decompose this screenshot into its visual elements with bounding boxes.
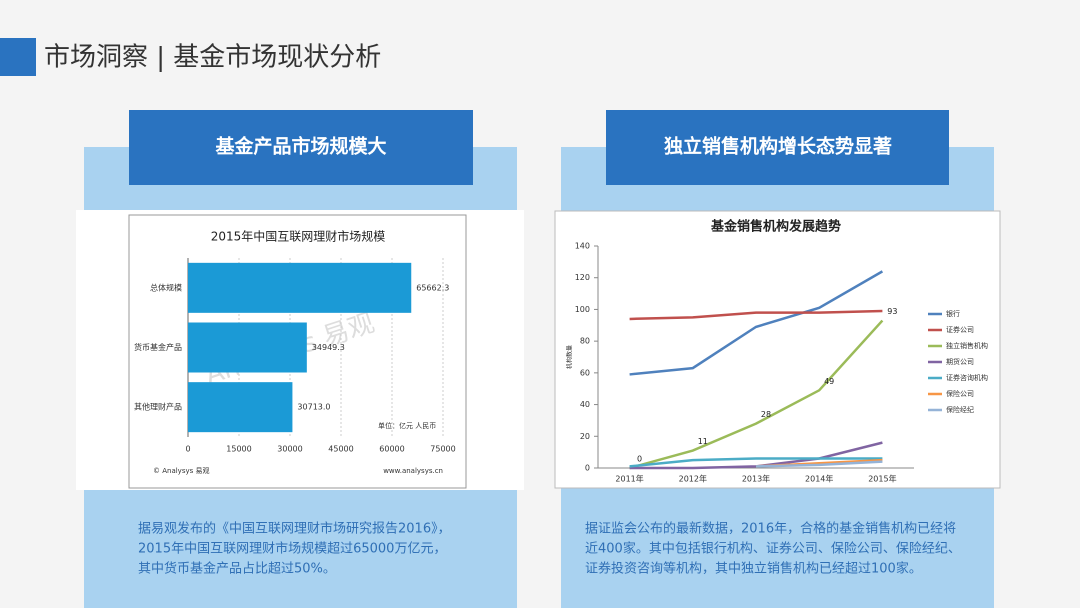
- slide-title: 市场洞察 | 基金市场现状分析: [44, 43, 381, 73]
- title-marker: [0, 38, 36, 76]
- data-label: 28: [761, 410, 771, 419]
- y-tick-label: 货币基金产品: [134, 342, 182, 352]
- series-line: [629, 457, 883, 468]
- data-label: 30713.0: [297, 403, 330, 412]
- chart-title: 2015年中国互联网理财市场规模: [211, 229, 386, 244]
- panel-header: [129, 110, 473, 185]
- y-tick-label: 80: [580, 337, 590, 346]
- x-tick-label: 30000: [277, 445, 302, 454]
- panel-text: 证券投资咨询等机构，其中独立销售机构已经超过100家。: [585, 561, 922, 577]
- data-label: 93: [887, 307, 897, 316]
- data-label: 34949.3: [312, 343, 345, 352]
- x-tick-label: 75000: [430, 445, 455, 454]
- y-axis-label: 机构数量: [566, 345, 574, 369]
- series-line: [629, 270, 884, 376]
- legend-label: 独立销售机构: [946, 341, 988, 350]
- x-tick-label: 2012年: [679, 474, 707, 484]
- series-line: [755, 460, 883, 468]
- y-tick-label: 120: [575, 273, 590, 282]
- panel-text: 近400家。其中包括银行机构、证券公司、保险公司、保险经纪、: [585, 541, 961, 557]
- panel-text: 据证监会公布的最新数据，2016年，合格的基金销售机构已经将: [585, 521, 956, 537]
- series-line: [629, 319, 884, 470]
- legend-label: 银行: [946, 309, 960, 318]
- panel-text: 2015年中国互联网理财市场规模超过65000万亿元，: [138, 541, 446, 557]
- y-tick-label: 40: [580, 400, 590, 409]
- series-line: [629, 309, 883, 321]
- panel-text: 据易观发布的《中国互联网理财市场研究报告2016》，: [138, 521, 451, 537]
- source: © Analysys 易观: [153, 467, 210, 475]
- y-tick-label: 100: [575, 305, 590, 314]
- panel-heading: 基金产品市场规模大: [214, 135, 386, 158]
- bar: [188, 262, 412, 313]
- x-tick-label: 2014年: [805, 474, 833, 484]
- y-tick-label: 其他理财产品: [134, 402, 182, 412]
- unit-note: 单位：亿元 人民币: [378, 421, 436, 430]
- legend-label: 证券咨询机构: [946, 373, 988, 382]
- data-label: 49: [824, 377, 834, 386]
- x-tick-label: 0: [185, 445, 190, 454]
- bar: [188, 382, 293, 433]
- y-tick-label: 0: [585, 464, 590, 473]
- y-tick-label: 总体规模: [150, 282, 182, 292]
- chart-title: 基金销售机构发展趋势: [710, 219, 841, 235]
- panel-heading: 独立销售机构增长态势显著: [664, 135, 892, 158]
- panel-header: [606, 110, 949, 185]
- x-tick-label: 15000: [226, 445, 251, 454]
- bar: [188, 322, 307, 373]
- x-tick-label: 60000: [379, 445, 404, 454]
- y-tick-label: 60: [580, 368, 590, 377]
- panel-text: 其中货币基金产品占比超过50%。: [138, 561, 336, 577]
- legend-label: 期货公司: [946, 357, 974, 366]
- y-tick-label: 140: [575, 242, 590, 251]
- data-label: 65662.3: [416, 283, 449, 292]
- x-tick-label: 2013年: [742, 474, 770, 484]
- x-tick-label: 45000: [328, 445, 353, 454]
- x-tick-label: 2015年: [868, 474, 896, 484]
- chart-frame: [554, 210, 1001, 489]
- legend-label: 保险公司: [946, 389, 974, 398]
- legend-label: 保险经纪: [946, 405, 974, 414]
- legend-label: 证券公司: [946, 325, 974, 334]
- data-label: 11: [698, 437, 708, 446]
- data-label: 0: [637, 455, 642, 464]
- url: www.analysys.cn: [383, 467, 443, 475]
- x-tick-label: 2011年: [615, 474, 643, 484]
- y-tick-label: 20: [580, 432, 590, 441]
